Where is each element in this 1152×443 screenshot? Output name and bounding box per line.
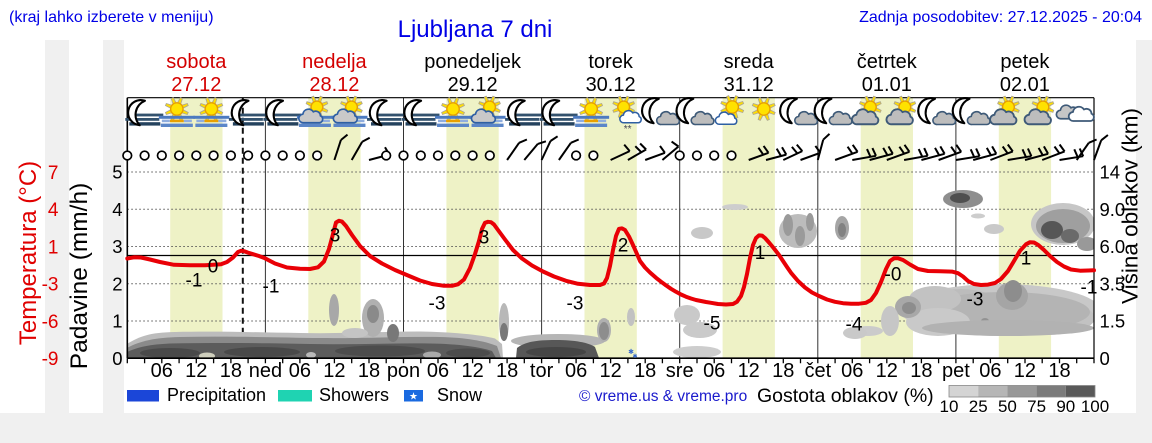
svg-text:12: 12: [323, 360, 345, 382]
svg-text:sre: sre: [666, 360, 694, 382]
svg-text:Temperatura (°C): Temperatura (°C): [15, 161, 42, 345]
svg-text:18: 18: [496, 360, 518, 382]
svg-text:3: 3: [112, 236, 122, 257]
svg-text:30.12: 30.12: [586, 74, 636, 96]
svg-text:-5: -5: [704, 314, 721, 335]
svg-text:06: 06: [151, 360, 173, 382]
svg-text:06: 06: [427, 360, 449, 382]
svg-text:★: ★: [409, 392, 418, 403]
svg-text:100: 100: [1081, 397, 1109, 416]
svg-text:Snow: Snow: [437, 385, 483, 405]
svg-text:ned: ned: [249, 360, 282, 382]
svg-text:12: 12: [1014, 360, 1036, 382]
svg-text:✱: ✱: [628, 348, 634, 356]
svg-text:31.12: 31.12: [724, 74, 774, 96]
svg-text:06: 06: [565, 360, 587, 382]
svg-text:01.01: 01.01: [862, 74, 912, 96]
svg-text:petek: petek: [1000, 51, 1050, 73]
svg-text:12: 12: [461, 360, 483, 382]
svg-text:Showers: Showers: [319, 385, 389, 405]
svg-text:✱: ✱: [632, 353, 637, 360]
svg-text:1: 1: [1021, 249, 1032, 270]
svg-text:Precipitation: Precipitation: [167, 385, 266, 405]
svg-text:06: 06: [841, 360, 863, 382]
svg-text:ponedeljek: ponedeljek: [424, 51, 522, 73]
svg-text:-0: -0: [885, 265, 902, 286]
svg-text:18: 18: [358, 360, 380, 382]
svg-text:-9: -9: [42, 349, 59, 370]
svg-text:(kraj lahko izberete v meniju): (kraj lahko izberete v meniju): [9, 9, 214, 26]
svg-text:75: 75: [1027, 397, 1046, 416]
svg-text:sobota: sobota: [166, 51, 227, 73]
svg-text:18: 18: [220, 360, 242, 382]
svg-text:-1: -1: [186, 271, 203, 292]
svg-text:2: 2: [112, 273, 122, 294]
svg-text:1: 1: [755, 243, 766, 264]
svg-text:18: 18: [1048, 360, 1070, 382]
svg-text:torek: torek: [588, 51, 633, 73]
svg-text:2: 2: [618, 236, 629, 257]
svg-text:0: 0: [1100, 348, 1110, 369]
svg-text:0: 0: [112, 348, 122, 369]
svg-text:50: 50: [998, 397, 1017, 416]
svg-text:4: 4: [112, 199, 122, 220]
svg-text:18: 18: [910, 360, 932, 382]
svg-text:sreda: sreda: [724, 51, 775, 73]
svg-text:-3: -3: [967, 290, 984, 311]
svg-text:1: 1: [112, 311, 122, 332]
svg-text:čet: čet: [804, 360, 831, 382]
svg-text:Gostota oblakov (%): Gostota oblakov (%): [757, 385, 934, 407]
svg-text:Zadnja posodobitev: 27.12.2025: Zadnja posodobitev: 27.12.2025 - 20:04: [859, 9, 1142, 26]
svg-text:18: 18: [772, 360, 794, 382]
svg-text:**: **: [624, 124, 632, 135]
svg-text:Višina oblakov (km): Višina oblakov (km): [1118, 108, 1143, 304]
svg-text:25: 25: [969, 397, 988, 416]
svg-text:10: 10: [940, 397, 959, 416]
svg-text:-3: -3: [429, 294, 446, 315]
svg-text:28.12: 28.12: [309, 74, 359, 96]
svg-text:-1: -1: [263, 277, 280, 298]
svg-text:06: 06: [289, 360, 311, 382]
svg-text:3.5: 3.5: [1100, 273, 1126, 294]
svg-text:5: 5: [112, 162, 122, 183]
svg-text:-4: -4: [846, 315, 863, 336]
svg-text:1.5: 1.5: [1100, 311, 1126, 332]
svg-text:90: 90: [1056, 397, 1075, 416]
svg-text:Padavine (mm/h): Padavine (mm/h): [66, 183, 93, 370]
svg-text:14: 14: [1100, 162, 1121, 183]
svg-text:pon: pon: [387, 360, 420, 382]
svg-text:1: 1: [48, 237, 59, 258]
svg-text:12: 12: [599, 360, 621, 382]
svg-text:pet: pet: [942, 360, 970, 382]
svg-text:06: 06: [703, 360, 725, 382]
svg-text:-6: -6: [42, 312, 59, 333]
svg-text:0: 0: [208, 257, 219, 278]
svg-text:3: 3: [330, 226, 341, 247]
svg-text:12: 12: [738, 360, 760, 382]
svg-text:06: 06: [979, 360, 1001, 382]
svg-text:Ljubljana 7 dni: Ljubljana 7 dni: [398, 16, 553, 43]
svg-text:© vreme.us & vreme.pro: © vreme.us & vreme.pro: [579, 388, 747, 405]
svg-text:02.01: 02.01: [1000, 74, 1050, 96]
svg-text:18: 18: [634, 360, 656, 382]
svg-text:-1: -1: [1081, 278, 1098, 299]
svg-text:3: 3: [479, 228, 490, 249]
svg-text:četrtek: četrtek: [857, 51, 918, 73]
svg-text:9.0: 9.0: [1100, 199, 1126, 220]
svg-text:12: 12: [185, 360, 207, 382]
svg-text:4: 4: [48, 200, 59, 221]
svg-text:-3: -3: [567, 294, 584, 315]
svg-text:nedelja: nedelja: [302, 51, 367, 73]
svg-text:tor: tor: [530, 360, 554, 382]
svg-text:12: 12: [876, 360, 898, 382]
svg-text:27.12: 27.12: [171, 74, 221, 96]
svg-text:6.0: 6.0: [1100, 236, 1126, 257]
svg-text:29.12: 29.12: [448, 74, 498, 96]
svg-text:7: 7: [48, 163, 59, 184]
svg-text:-3: -3: [42, 275, 59, 296]
